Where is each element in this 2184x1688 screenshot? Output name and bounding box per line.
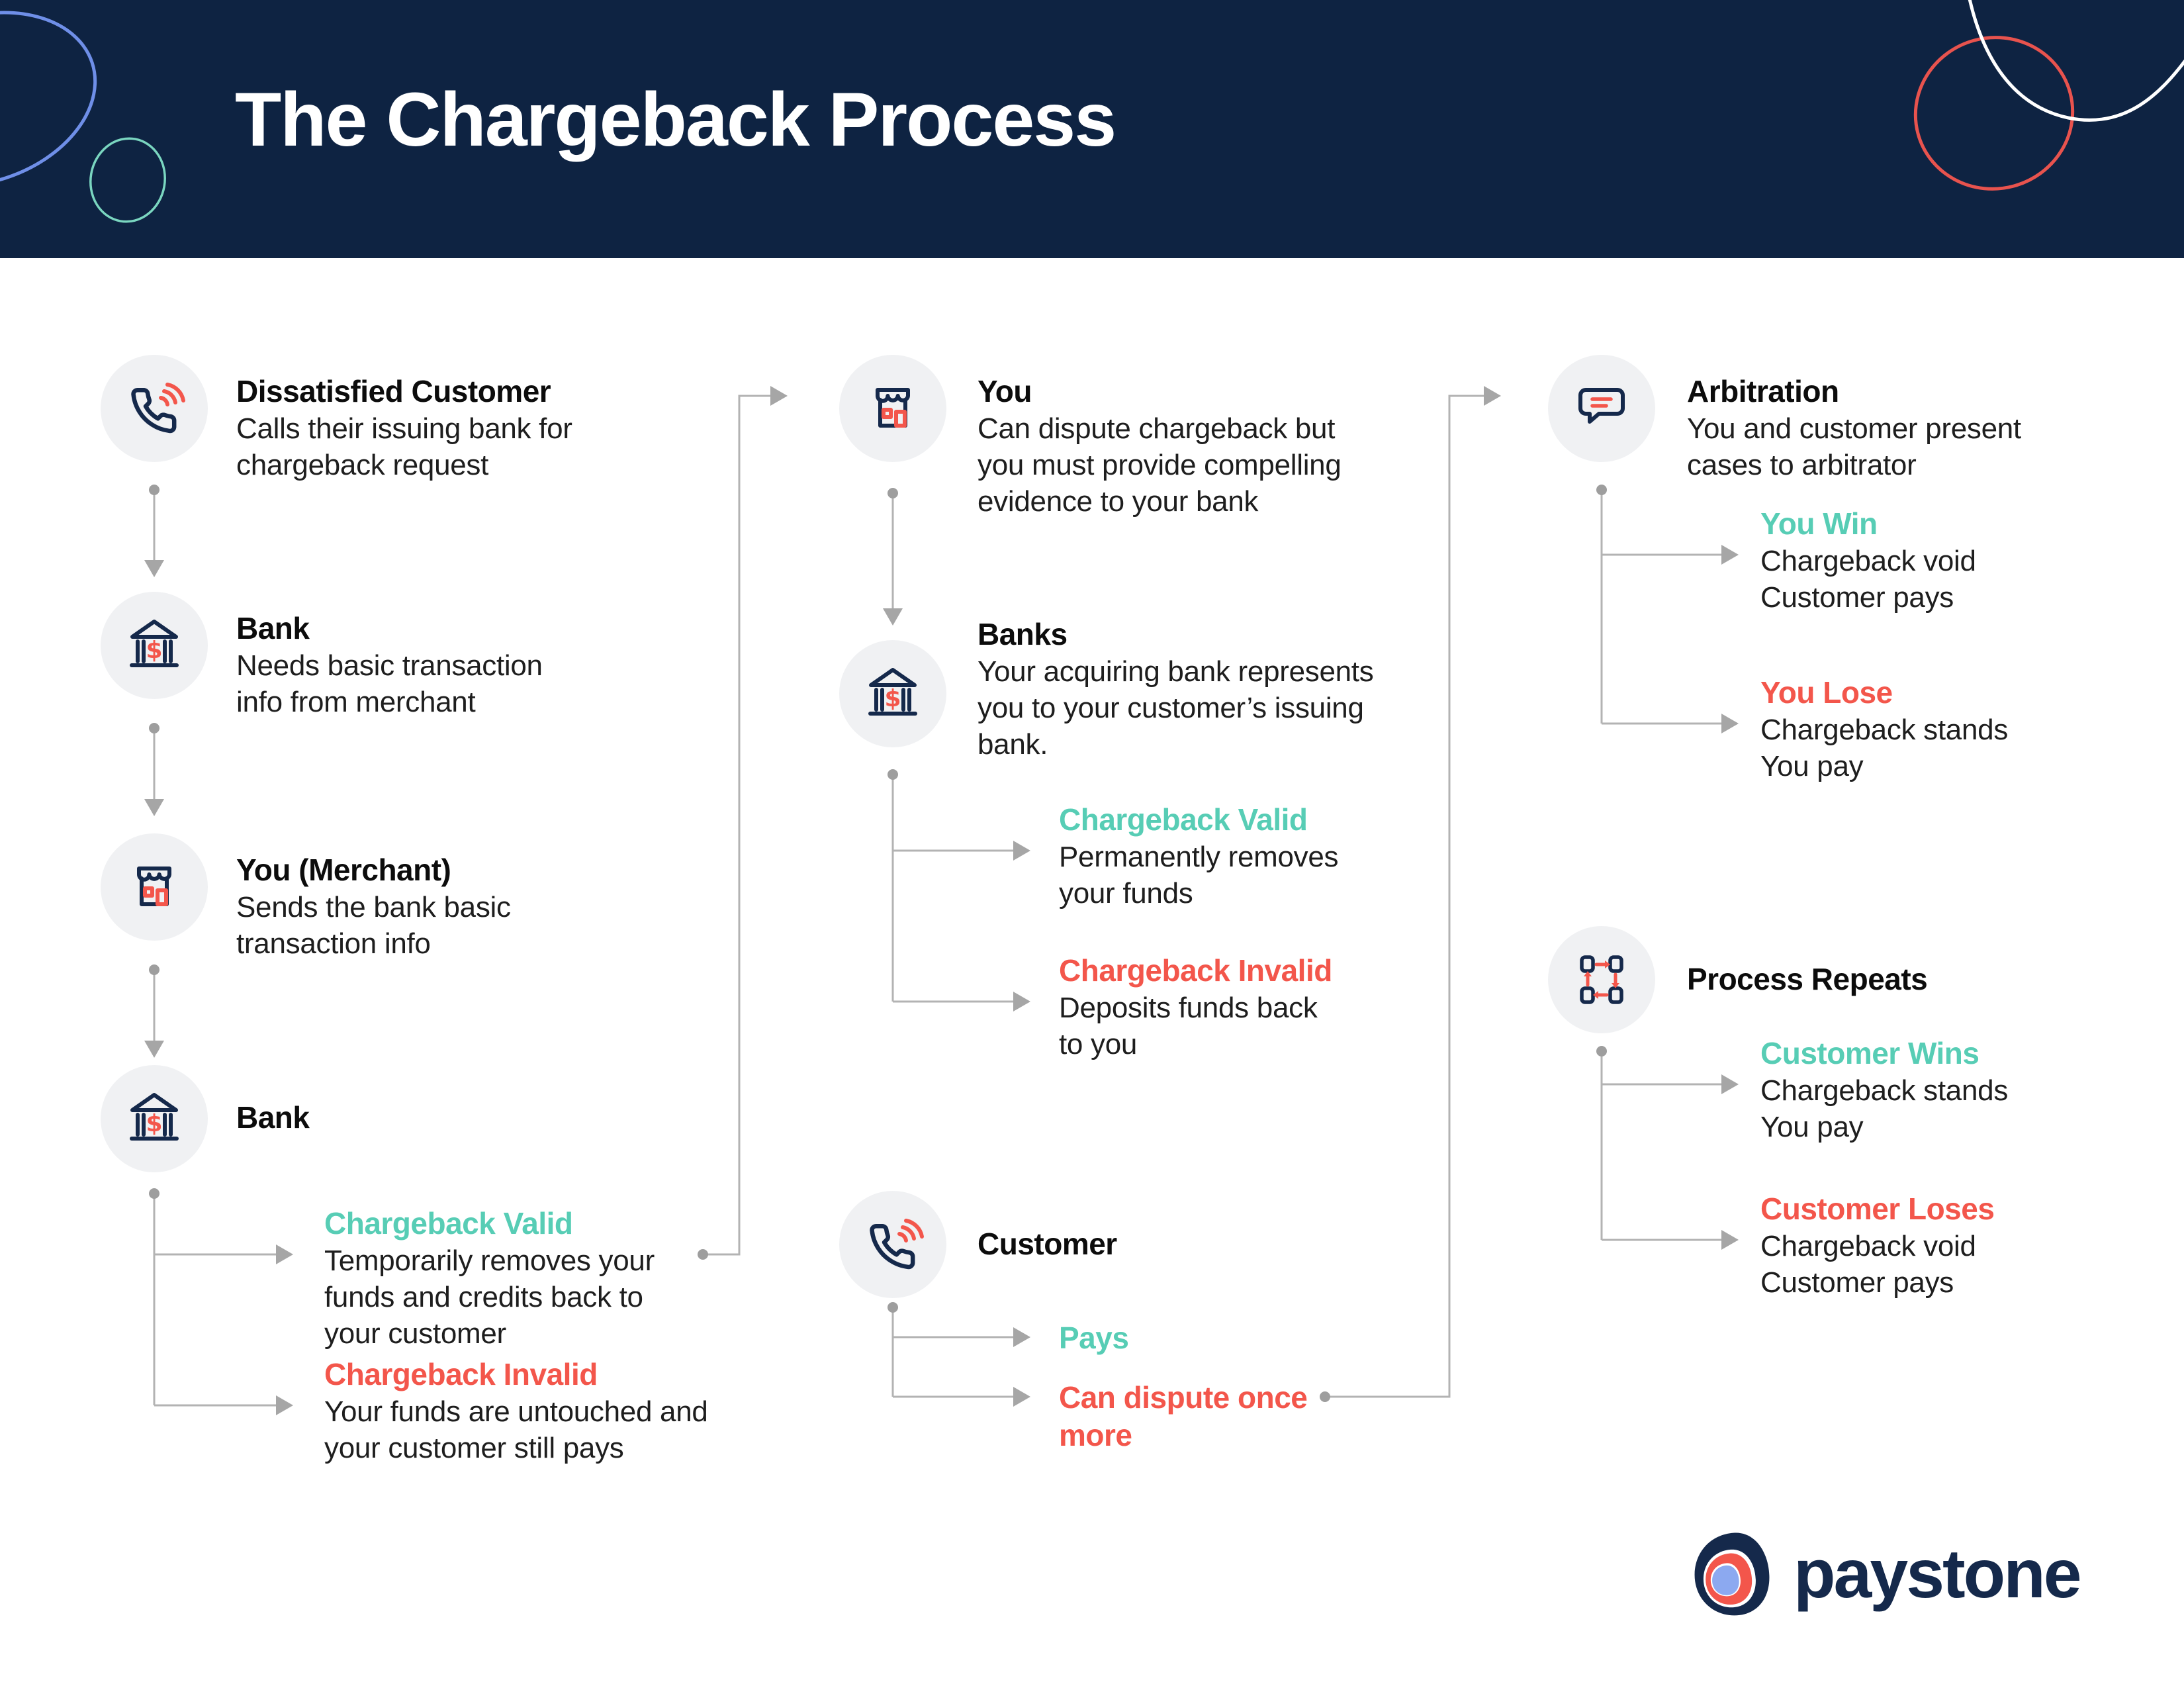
paystone-logo: paystone bbox=[1692, 1528, 2082, 1620]
node-title: Bank bbox=[236, 1100, 310, 1135]
outcome-body: Chargeback stands You pay bbox=[1760, 1074, 2009, 1143]
node-body: Sends the bank basic transaction info bbox=[236, 891, 511, 960]
store-icon bbox=[101, 833, 208, 941]
outcome-chargeback-valid-2: Chargeback Valid Permanently removes you… bbox=[1059, 801, 1339, 912]
node-title: You bbox=[978, 374, 1032, 408]
node-arbitration: Arbitration You and customer present cas… bbox=[1687, 373, 2021, 483]
node-body: Needs basic transaction info from mercha… bbox=[236, 649, 543, 718]
svg-text:$: $ bbox=[146, 637, 162, 664]
node-title: Process Repeats bbox=[1687, 962, 1928, 996]
outcome-chargeback-valid-1: Chargeback Valid Temporarily removes you… bbox=[324, 1205, 655, 1352]
node-title: Dissatisfied Customer bbox=[236, 374, 551, 408]
node-title: Arbitration bbox=[1687, 374, 1839, 408]
page-title: The Chargeback Process bbox=[235, 77, 1116, 162]
outcome-customer-loses: Customer Loses Chargeback void Customer … bbox=[1760, 1190, 1995, 1301]
outcome-heading: You Win bbox=[1760, 506, 1878, 541]
node-body: Your acquiring bank represents you to yo… bbox=[978, 655, 1374, 761]
outcome-can-dispute-once-more: Can dispute once more bbox=[1059, 1379, 1308, 1454]
node-body: Calls their issuing bank for chargeback … bbox=[236, 412, 572, 481]
chat-icon bbox=[1548, 355, 1655, 462]
outcome-body: Chargeback void Customer pays bbox=[1760, 1230, 1976, 1299]
bank-icon: $ bbox=[101, 592, 208, 699]
node-you: You Can dispute chargeback but you must … bbox=[978, 373, 1342, 520]
repeat-icon bbox=[1548, 926, 1655, 1033]
outcome-chargeback-invalid-2: Chargeback Invalid Deposits funds back t… bbox=[1059, 952, 1332, 1062]
bank-icon: $ bbox=[101, 1065, 208, 1172]
outcome-heading: Can dispute once more bbox=[1059, 1380, 1308, 1452]
outcome-heading: Chargeback Invalid bbox=[324, 1357, 598, 1391]
svg-text:$: $ bbox=[146, 1110, 162, 1137]
outcome-body: Chargeback stands You pay bbox=[1760, 714, 2009, 782]
node-dissatisfied-customer: Dissatisfied Customer Calls their issuin… bbox=[236, 373, 572, 483]
phone-icon bbox=[101, 355, 208, 462]
node-title: You (Merchant) bbox=[236, 853, 451, 887]
node-title: Bank bbox=[236, 611, 310, 645]
node-you-merchant: You (Merchant) Sends the bank basic tran… bbox=[236, 851, 511, 962]
outcome-body: Chargeback void Customer pays bbox=[1760, 545, 1976, 614]
white-curve bbox=[1968, 0, 2184, 122]
node-title: Customer bbox=[978, 1227, 1117, 1261]
outcome-you-win: You Win Chargeback void Customer pays bbox=[1760, 505, 1976, 616]
outcome-customer-wins: Customer Wins Chargeback stands You pay bbox=[1760, 1035, 2008, 1145]
node-banks: Banks Your acquiring bank represents you… bbox=[978, 616, 1374, 763]
outcome-body: Temporarily removes your funds and credi… bbox=[324, 1244, 655, 1350]
node-bank-1: Bank Needs basic transaction info from m… bbox=[236, 610, 543, 720]
paystone-wordmark: paystone bbox=[1794, 1536, 2082, 1613]
node-title: Banks bbox=[978, 617, 1068, 651]
outcome-heading: Chargeback Valid bbox=[324, 1206, 573, 1241]
node-bank-2: Bank bbox=[236, 1099, 310, 1137]
outcome-heading: Chargeback Invalid bbox=[1059, 953, 1332, 988]
outcome-you-lose: You Lose Chargeback stands You pay bbox=[1760, 674, 2008, 784]
outcome-body: Deposits funds back to you bbox=[1059, 992, 1318, 1060]
red-pebble-outline bbox=[1913, 36, 2075, 191]
outcome-heading: Pays bbox=[1059, 1321, 1129, 1355]
node-body: Can dispute chargeback but you must prov… bbox=[978, 412, 1342, 518]
outcome-heading: Customer Loses bbox=[1760, 1192, 1995, 1226]
outcome-heading: You Lose bbox=[1760, 675, 1893, 710]
store-icon bbox=[839, 355, 946, 462]
outcome-heading: Customer Wins bbox=[1760, 1036, 1979, 1070]
outcome-body: Permanently removes your funds bbox=[1059, 841, 1339, 910]
outcome-pays: Pays bbox=[1059, 1319, 1129, 1357]
phone-icon bbox=[839, 1191, 946, 1298]
outcome-body: Your funds are untouched and your custom… bbox=[324, 1395, 708, 1464]
outcome-heading: Chargeback Valid bbox=[1059, 802, 1308, 837]
node-process-repeats: Process Repeats bbox=[1687, 961, 1928, 998]
node-customer: Customer bbox=[978, 1225, 1117, 1263]
teal-pebble-outline bbox=[89, 137, 166, 223]
outcome-chargeback-invalid-1: Chargeback Invalid Your funds are untouc… bbox=[324, 1356, 708, 1466]
bank-icon: $ bbox=[839, 640, 946, 747]
svg-text:$: $ bbox=[884, 685, 901, 712]
blue-pebble-outline bbox=[0, 11, 97, 188]
header-banner: The Chargeback Process bbox=[0, 0, 2184, 258]
node-body: You and customer present cases to arbitr… bbox=[1687, 412, 2021, 481]
paystone-mark-icon bbox=[1694, 1532, 1770, 1616]
